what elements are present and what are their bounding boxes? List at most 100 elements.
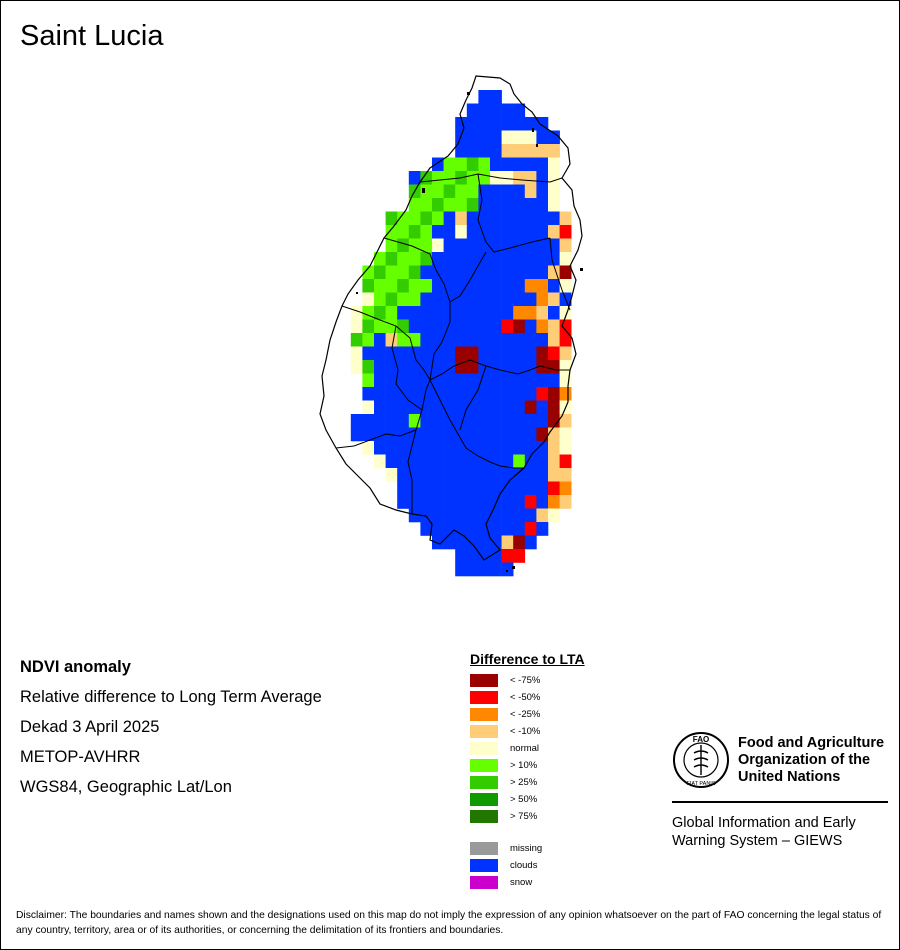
grid-cell-clouds	[478, 103, 491, 118]
grid-cell-normal	[350, 360, 363, 374]
grid-cell-normal	[548, 198, 560, 212]
grid-cell-clouds	[420, 373, 433, 388]
grid-cell-clouds	[443, 468, 456, 482]
grid-cell-clouds	[385, 414, 398, 428]
grid-cell-clouds	[374, 414, 386, 428]
grid-cell-clouds	[501, 157, 514, 172]
grid-cell-clouds	[374, 441, 386, 455]
grid-cell-lt10	[524, 144, 537, 158]
legend-label: > 25%	[510, 777, 538, 788]
grid-cell-gt10	[432, 211, 444, 226]
grid-cell-clouds	[374, 373, 386, 388]
grid-cell-clouds	[443, 508, 456, 523]
grid-cell-clouds	[420, 306, 433, 320]
grid-cell-clouds	[420, 387, 433, 401]
grid-cell-clouds	[374, 333, 386, 347]
grid-cell-clouds	[397, 306, 410, 320]
grid-cell-clouds	[524, 360, 537, 374]
grid-cell-normal	[362, 441, 375, 455]
grid-cell-normal	[501, 171, 514, 185]
grid-cell-normal	[455, 225, 468, 239]
grid-cell-clouds	[513, 252, 526, 266]
grid-cell-clouds	[524, 346, 537, 361]
grid-cell-clouds	[536, 481, 549, 496]
legend-extra-classes: missing clouds snow	[470, 841, 585, 892]
grid-cell-lt50	[559, 319, 572, 334]
legend-label: > 10%	[510, 760, 538, 771]
grid-cell-gt10	[385, 319, 398, 334]
grid-cell-clouds	[443, 522, 456, 536]
grid-cell-clouds	[536, 117, 549, 131]
grid-cell-clouds	[466, 130, 479, 145]
grid-cell-normal	[524, 130, 537, 145]
grid-cell-clouds	[478, 360, 491, 374]
grid-cell-lt50	[501, 319, 514, 334]
grid-cell-clouds	[408, 400, 421, 415]
grid-cell-normal	[559, 279, 572, 293]
grid-cell-clouds	[420, 346, 433, 361]
divider	[672, 801, 888, 803]
grid-cell-clouds	[490, 468, 502, 482]
grid-cell-lt50	[559, 225, 572, 239]
grid-cell-clouds	[513, 414, 526, 428]
grid-cell-clouds	[466, 306, 479, 320]
legend-item-lt50: < -50%	[470, 690, 585, 707]
grid-cell-clouds	[513, 522, 526, 536]
grid-cell-clouds	[466, 279, 479, 293]
grid-cell-clouds	[478, 265, 491, 280]
grid-cell-normal	[559, 373, 572, 388]
grid-cell-clouds	[478, 549, 491, 563]
grid-cell-clouds	[513, 184, 526, 199]
giews-name: Global Information and Early Warning Sys…	[672, 814, 856, 850]
grid-cell-clouds	[397, 346, 410, 361]
grid-cell-lt10	[513, 144, 526, 158]
coastal-rocks	[356, 92, 583, 572]
grid-cell-lt10	[548, 292, 560, 307]
legend: Difference to LTA < -75% < -50% < -25% < -1…	[470, 651, 585, 892]
grid-cell-clouds	[466, 508, 479, 523]
grid-cell-clouds	[362, 427, 375, 442]
grid-cell-clouds	[524, 481, 537, 496]
grid-cell-clouds	[466, 414, 479, 428]
grid-cell-clouds	[432, 441, 444, 455]
grid-cell-lt25	[536, 319, 549, 334]
grid-cell-clouds	[443, 535, 456, 550]
grid-cell-lt10	[548, 144, 560, 158]
grid-cell-clouds	[420, 508, 433, 523]
grid-cell-clouds	[501, 468, 514, 482]
legend-item-normal: normal	[470, 741, 585, 758]
grid-cell-gt25	[466, 198, 479, 212]
grid-cell-clouds	[455, 130, 468, 145]
grid-cell-lt50	[524, 522, 537, 536]
grid-cell-clouds	[513, 360, 526, 374]
grid-cell-normal	[362, 292, 375, 307]
grid-cell-clouds	[478, 184, 491, 199]
grid-cell-clouds	[443, 373, 456, 388]
grid-cell-lt10	[559, 238, 572, 253]
grid-cell-clouds	[490, 319, 502, 334]
grid-cell-lt10	[548, 441, 560, 455]
legend-item-missing: missing	[470, 841, 585, 858]
grid-cell-clouds	[501, 265, 514, 280]
map-metadata: NDVI anomaly Relative difference to Long…	[20, 656, 322, 806]
grid-cell-gt10	[385, 306, 398, 320]
grid-cell-gt10	[455, 157, 468, 172]
fao-branding: FAO FIAT PANIS Food and Agriculture Orga…	[672, 731, 888, 856]
grid-cell-lt75	[513, 319, 526, 334]
grid-cell-clouds	[443, 346, 456, 361]
grid-cell-clouds	[350, 427, 363, 442]
grid-cell-clouds	[443, 400, 456, 415]
grid-cell-clouds	[408, 319, 421, 334]
grid-cell-normal	[350, 319, 363, 334]
grid-cell-normal	[385, 468, 398, 482]
legend-swatch	[470, 876, 498, 889]
grid-cell-clouds	[466, 535, 479, 550]
grid-cell-clouds	[513, 117, 526, 131]
legend-label: < -10%	[510, 726, 541, 737]
grid-cell-clouds	[432, 400, 444, 415]
grid-cell-clouds	[490, 117, 502, 131]
legend-label: normal	[510, 743, 540, 754]
grid-cell-gt10	[408, 211, 421, 226]
legend-swatch	[470, 759, 498, 772]
grid-cell-clouds	[513, 373, 526, 388]
